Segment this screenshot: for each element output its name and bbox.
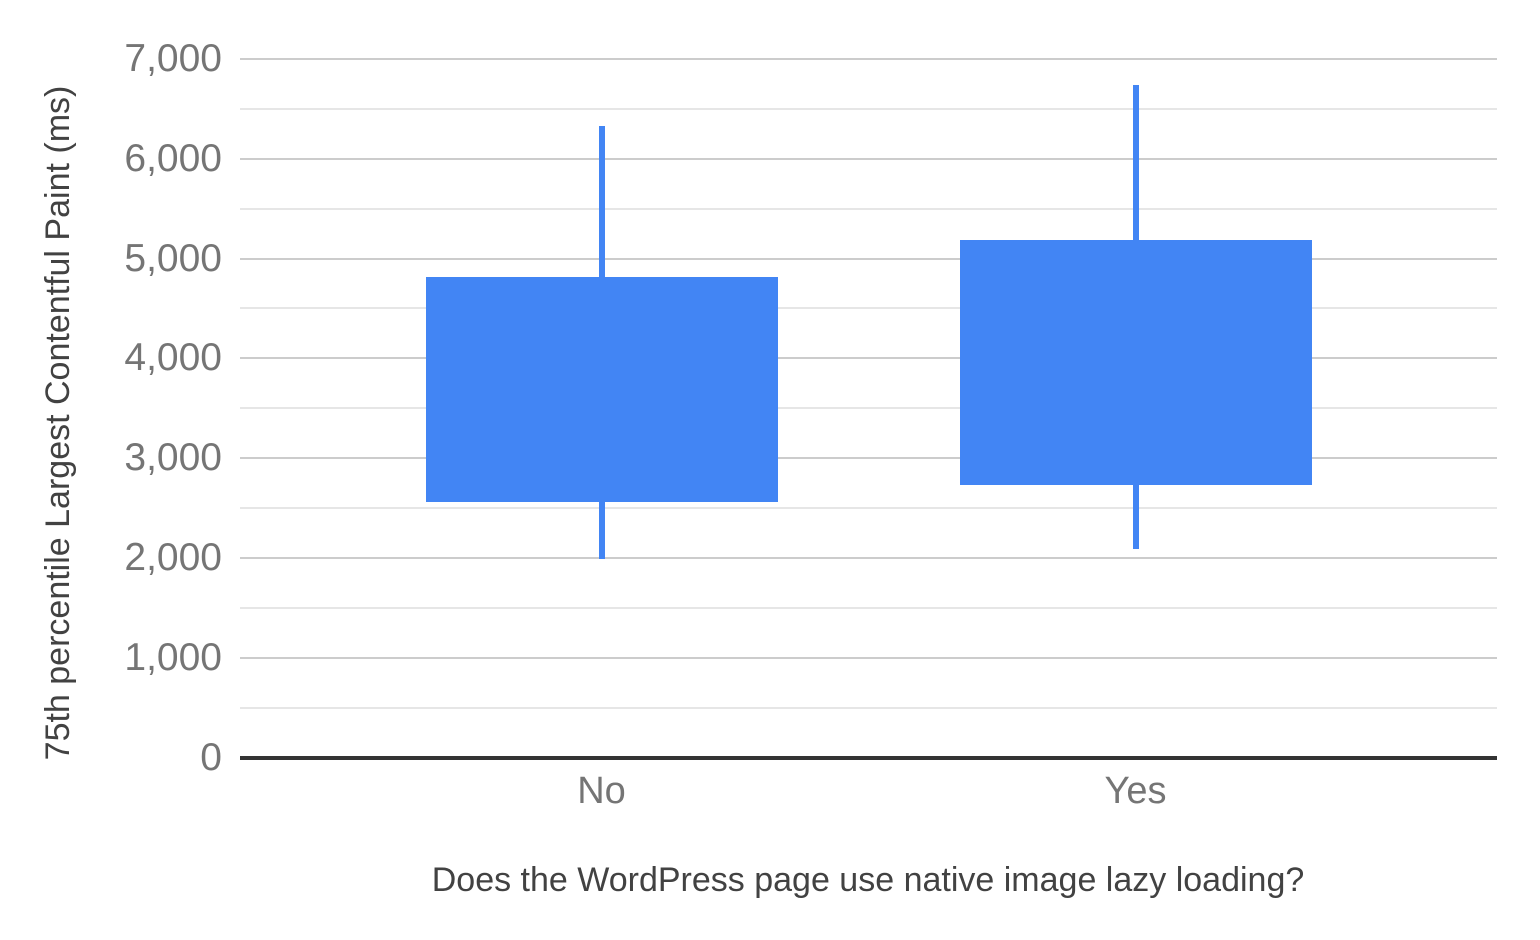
gridline-minor xyxy=(240,507,1497,510)
gridline-minor xyxy=(240,107,1497,110)
y-tick-label: 5,000 xyxy=(124,236,222,280)
gridline-major xyxy=(240,657,1497,660)
gridline-minor xyxy=(240,607,1497,610)
x-tick-label-yes: Yes xyxy=(1104,770,1167,812)
gridline-major xyxy=(240,457,1497,460)
gridline-minor xyxy=(240,207,1497,210)
gridline-major xyxy=(240,357,1497,360)
gridline-minor xyxy=(240,407,1497,410)
gridline-major xyxy=(240,557,1497,560)
x-tick-label-no: No xyxy=(577,770,626,812)
y-tick-label: 6,000 xyxy=(124,136,222,180)
y-tick-label: 2,000 xyxy=(124,536,222,580)
gridline-major xyxy=(240,57,1497,60)
gridline-minor xyxy=(240,307,1497,310)
gridline-major xyxy=(240,157,1497,160)
y-tick-label: 3,000 xyxy=(124,436,222,480)
y-tick-label: 0 xyxy=(200,736,222,779)
y-tick-label: 1,000 xyxy=(124,636,222,680)
x-axis-title: Does the WordPress page use native image… xyxy=(431,861,1305,899)
gridline-minor xyxy=(240,707,1497,710)
gridline-major xyxy=(240,257,1497,260)
candlestick-box-no xyxy=(425,277,778,503)
x-axis-baseline xyxy=(240,756,1497,760)
candlestick-box-yes xyxy=(959,239,1312,486)
y-tick-label: 4,000 xyxy=(124,336,222,380)
y-tick-label: 7,000 xyxy=(124,36,222,80)
